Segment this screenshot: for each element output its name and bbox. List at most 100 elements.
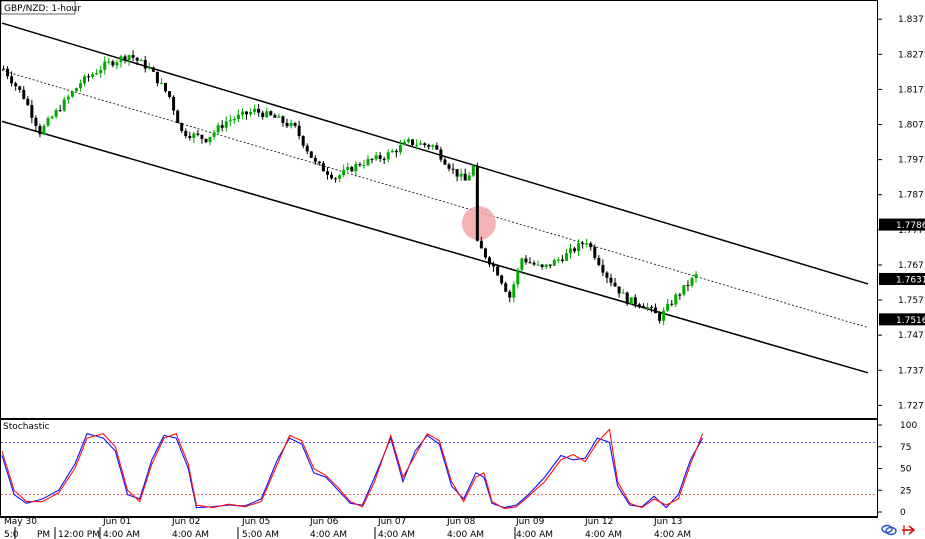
candle-body: [220, 125, 224, 128]
candle-body: [119, 56, 123, 63]
candle-body: [62, 99, 66, 111]
candle-body: [18, 86, 22, 90]
candle-body: [321, 163, 325, 172]
candle-body: [240, 111, 244, 115]
stochastic-tick-label: 25: [900, 486, 911, 496]
candle-body: [281, 116, 285, 123]
candle-body: [151, 67, 155, 72]
candle-body: [313, 157, 317, 162]
candle-body: [208, 136, 212, 143]
time-clock-label: 5:00 AM: [242, 530, 279, 539]
candle-body: [317, 161, 321, 164]
main-pane-frame: [0, 0, 878, 419]
candle-body: [74, 88, 78, 92]
candle-body: [597, 257, 601, 265]
candle-body: [564, 253, 568, 261]
stochastic-pane-frame: [0, 419, 878, 517]
time-clock-label: 4:00 AM: [103, 530, 140, 539]
price-badge: [879, 313, 925, 326]
candle-body: [386, 152, 390, 160]
channel-middle-line: [1, 70, 869, 328]
candle-body: [492, 264, 496, 267]
candle-body: [467, 175, 471, 181]
price-badge-label: 1.7516: [896, 316, 925, 326]
candle-body: [654, 307, 658, 314]
candle-body: [548, 264, 552, 266]
candle-body: [212, 132, 216, 137]
candle-body: [589, 243, 593, 248]
candle-body: [617, 286, 621, 294]
candle-body: [95, 73, 99, 75]
candle-body: [305, 145, 309, 152]
candle-body: [451, 168, 455, 170]
candle-body: [123, 56, 127, 61]
candle-body: [674, 294, 678, 305]
candle-body: [528, 262, 532, 264]
candle-body: [196, 133, 200, 135]
candle-body: [2, 68, 5, 70]
candle-body: [147, 67, 151, 69]
stochastic-series-line: [1, 428, 704, 510]
price-badge: [879, 272, 925, 285]
candle-body: [662, 310, 666, 321]
candle-body: [483, 248, 487, 258]
time-date-label: Jun 12: [584, 517, 613, 527]
candle-body: [155, 71, 159, 84]
candle-body: [245, 111, 248, 115]
time-clock-label: 4:00 AM: [585, 530, 622, 539]
candle-body: [398, 145, 402, 153]
candle-body: [200, 134, 204, 139]
candle-body: [309, 151, 313, 158]
candle-body: [463, 173, 467, 181]
candle-body: [455, 169, 459, 177]
candle-body: [180, 122, 184, 131]
arrow-right-icon[interactable]: [902, 525, 916, 535]
candle-body: [504, 283, 508, 292]
candle-body: [556, 259, 560, 261]
candle-body: [439, 149, 443, 160]
candle-body: [512, 284, 516, 298]
candle-body: [50, 116, 54, 119]
candle-body: [605, 272, 609, 278]
candle-body: [573, 248, 577, 252]
candle-body: [168, 91, 172, 97]
candle-body: [496, 266, 500, 276]
channel-lower-line: [1, 120, 869, 374]
candle-body: [257, 108, 261, 113]
candle-body: [666, 303, 670, 311]
candle-body: [184, 130, 188, 137]
candle-body: [629, 297, 633, 305]
candle-body: [694, 274, 698, 279]
candle-body: [378, 155, 382, 159]
candle-body: [30, 105, 34, 118]
time-date-label: Jun 02: [171, 517, 200, 527]
candle-body: [552, 260, 556, 266]
price-badge-label: 1.7786: [896, 221, 925, 231]
stochastic-lines: [1, 428, 704, 510]
candle-body: [415, 144, 419, 146]
candle-body: [374, 155, 378, 160]
candle-body: [91, 74, 95, 77]
candle-body: [536, 264, 540, 266]
candle-body: [475, 165, 479, 241]
candle-body: [682, 284, 686, 295]
candle-body: [66, 96, 70, 100]
stochastic-tick-label: 75: [900, 443, 911, 453]
link-icon[interactable]: [881, 524, 897, 536]
candle-body: [402, 141, 406, 146]
candle-body: [236, 114, 240, 120]
candle-body: [633, 297, 637, 305]
candle-body: [658, 313, 662, 321]
candle-body: [419, 143, 423, 145]
candle-body: [670, 303, 674, 305]
time-clock-label: 4:00 AM: [378, 530, 415, 539]
candle-body: [645, 306, 649, 308]
stochastic-levels: [1, 441, 877, 496]
candle-body: [362, 164, 366, 166]
